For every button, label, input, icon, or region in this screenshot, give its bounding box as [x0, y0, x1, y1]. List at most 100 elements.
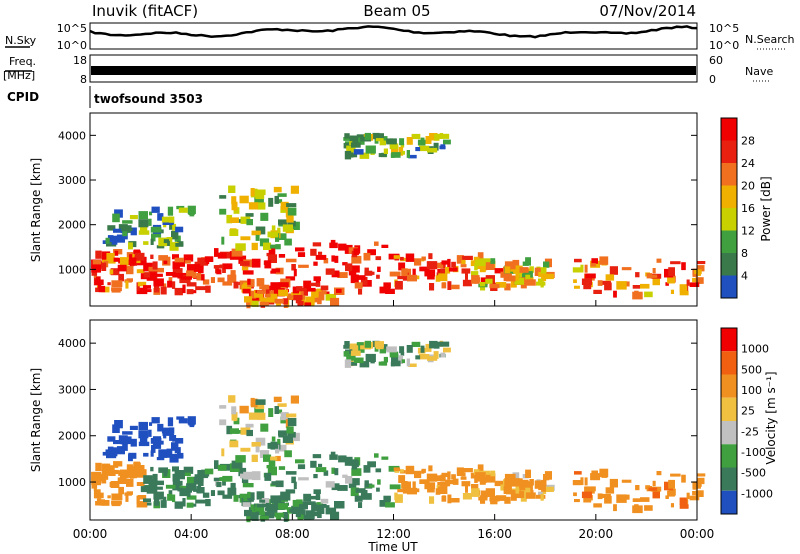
velocity-cell: [692, 491, 696, 496]
velocity-cell: [138, 430, 149, 439]
velocity-cell: [270, 456, 278, 461]
velocity-cell: [106, 465, 115, 474]
velocity-cell: [270, 495, 282, 504]
velocity-cell: [485, 491, 493, 497]
power-cell: [356, 134, 364, 138]
velocity-cell: [336, 502, 342, 507]
power-cell: [429, 133, 438, 141]
cpid-label: CPID: [7, 90, 39, 104]
power-cell: [278, 282, 289, 287]
velocity-ylabel: Slant Range [km]: [29, 368, 43, 472]
velocity-cell: [95, 462, 102, 471]
velocity-cell: [169, 427, 175, 434]
velocity-cell: [277, 438, 281, 444]
power-cell: [231, 248, 243, 257]
power-cell: [242, 288, 251, 294]
freq-left-tick-bottom: 8: [80, 73, 87, 86]
power-cell: [534, 267, 544, 276]
velocity-cell: [544, 486, 554, 492]
power-cell: [217, 252, 227, 259]
power-cell: [325, 268, 335, 275]
power-cell: [186, 282, 197, 287]
power-cell: [525, 257, 531, 266]
velocity-cell: [274, 512, 284, 518]
velocity-cell: [401, 481, 408, 489]
power-cell: [471, 271, 479, 277]
velocity-ytick-label: 4000: [58, 337, 86, 350]
power-cell: [640, 283, 650, 289]
power-cell: [276, 199, 283, 204]
power-cell: [424, 269, 436, 277]
power-cell: [257, 202, 266, 210]
velocity-cell: [136, 495, 140, 504]
velocity-cell: [451, 498, 460, 503]
power-cell: [287, 207, 297, 216]
power-cell: [323, 258, 329, 264]
power-cell: [143, 272, 151, 278]
velocity-cell: [310, 460, 317, 468]
velocity-cell: [640, 497, 650, 502]
power-cell: [363, 252, 371, 261]
velocity-cell: [379, 500, 390, 507]
velocity-cell: [285, 471, 297, 475]
power-cell: [349, 135, 359, 143]
power-cell: [375, 138, 384, 142]
power-cell: [243, 282, 249, 288]
power-cell: [172, 261, 180, 270]
power-cell: [389, 143, 399, 150]
power-cell: [213, 265, 222, 269]
velocity-cell: [255, 399, 266, 405]
velocity-cell: [374, 341, 384, 348]
velocity-cell: [694, 482, 702, 487]
power-cell: [264, 294, 271, 298]
velocity-cell: [433, 351, 439, 359]
power-cell: [267, 231, 279, 238]
power-cell: [235, 243, 246, 251]
power-cell: [389, 271, 401, 277]
velocity-cell: [401, 359, 405, 364]
velocity-cell: [364, 340, 371, 348]
power-ytick-label: 3000: [58, 174, 86, 187]
velocity-cell: [92, 472, 101, 481]
power-cell: [233, 281, 239, 289]
velocity-cell: [152, 473, 158, 482]
velocity-colorbar-tick: 1000: [741, 343, 769, 356]
velocity-colorbar-tick: -100: [741, 446, 766, 459]
power-colorbar-tick: 20: [741, 180, 755, 193]
power-cell: [520, 277, 531, 286]
velocity-cell: [233, 494, 239, 502]
velocity-cell: [503, 486, 512, 494]
velocity-cell: [318, 463, 323, 467]
velocity-cell: [264, 507, 271, 511]
velocity-cell: [363, 465, 371, 473]
power-cell: [259, 238, 270, 247]
power-ytick-label: 2000: [58, 219, 86, 232]
power-cell: [255, 189, 266, 196]
power-cell: [267, 254, 277, 263]
power-cell: [574, 258, 582, 263]
velocity-cell: [171, 442, 179, 451]
freq-unit-label: [MHz]: [3, 69, 35, 82]
velocity-cell: [414, 470, 422, 479]
velocity-cell: [293, 481, 297, 490]
power-panel: Slant Range [km] 4000 3000 2000 1000: [29, 112, 706, 309]
power-cell: [176, 289, 183, 294]
power-cell: [375, 256, 382, 261]
power-cell: [391, 152, 401, 158]
velocity-cell: [353, 460, 359, 468]
power-cell: [504, 266, 511, 274]
power-cell: [266, 289, 270, 298]
power-cell: [605, 274, 615, 281]
velocity-cell: [386, 346, 397, 353]
velocity-cell: [250, 504, 257, 513]
power-cell: [153, 231, 162, 238]
velocity-cell: [126, 491, 133, 495]
velocity-cell: [196, 485, 202, 494]
velocity-cell: [365, 353, 376, 362]
power-cell: [520, 283, 527, 289]
velocity-cell: [652, 490, 660, 499]
power-cell: [228, 185, 236, 193]
power-cell: [241, 284, 252, 293]
power-cell: [408, 154, 417, 159]
velocity-cell: [255, 437, 266, 446]
